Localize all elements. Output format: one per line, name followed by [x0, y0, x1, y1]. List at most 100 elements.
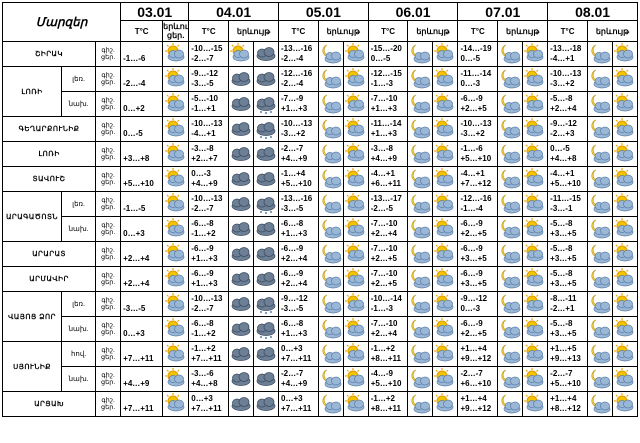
day-temperature: -2…+3 [550, 129, 575, 138]
day-temperature: -1…-3 [370, 79, 393, 88]
day-temperature: -4…+1 [191, 129, 216, 138]
table-row: ՏԱՎՈՒՇ գիշ. ցեր. +5…+10 0…-3 +4…+9 -1…+4 +5…+10… [1, 166, 639, 192]
night-label: գիշ. [101, 372, 115, 379]
day-temperature: +1…+3 [370, 104, 397, 113]
cloud-icon [253, 66, 280, 92]
sun-cloud-icon [162, 291, 190, 317]
night-temperature: -10…-13 [460, 119, 492, 128]
day-temperature: +4…+9 [281, 154, 308, 163]
night-temperature: -1…+2 [370, 344, 395, 353]
temperature-cell: -10…-14 -1…-3 [367, 291, 409, 317]
night-temperature: +1…+5 [550, 344, 577, 353]
cloud-icon [253, 166, 280, 192]
phenomena-header: երևույթցեր. [162, 20, 190, 42]
moon-cloud-icon [586, 366, 613, 392]
sun-cloud-icon [342, 241, 369, 267]
sun-cloud-icon [432, 266, 459, 292]
temperature-cell: -3…-5 [120, 291, 164, 317]
temperature-cell: 0…+3 +7…+11 [278, 391, 319, 417]
table-row: նախ. գիշ. ցեր. 0…+3 -6…-8 -1…+2 -6…-8 +1…+3 -7…-… [3, 316, 639, 342]
night-temperature: -6…-9 [460, 94, 483, 103]
table-row: ՍՅՈՒՆԻՔ հով. գիշ. ցեր. +7…+11 -1…+2 +7…+11 0…+3… [1, 341, 639, 392]
temperature-cell: -4…+1 +6…+11 [367, 166, 409, 192]
day-temperature: -3…+2 [460, 129, 485, 138]
moon-cloud-icon [497, 241, 524, 267]
night-temperature: -3…-8 [191, 144, 214, 153]
sun-cloud-icon [162, 41, 190, 67]
night-temperature: -13…-17 [370, 194, 402, 203]
day-temperature: -3…+2 [550, 79, 575, 88]
region-name: ԼՈՌԻ [1, 66, 63, 117]
time-of-day: գիշ. ցեր. [95, 241, 122, 267]
cloud-icon [228, 91, 255, 117]
day-label: ցեր. [101, 404, 116, 411]
sun-cloud-icon [162, 91, 190, 117]
night-temperature: -9…-12 [191, 69, 218, 78]
sun-cloud-icon [611, 266, 639, 292]
sun-cloud-icon [522, 341, 549, 367]
sun-cloud-icon [342, 341, 369, 367]
day-temperature: -1…+1 [191, 104, 216, 113]
temperature-cell: +2…+4 [120, 266, 164, 292]
day-temperature: +3…+5 [460, 279, 487, 288]
moon-cloud-icon [407, 116, 434, 142]
day-temperature: -2…-7 [191, 54, 214, 63]
cloud-icon [228, 116, 255, 142]
day-temperature: +1…+3 [191, 254, 218, 263]
day-label: ցեր. [101, 179, 116, 186]
subregion-label: հով. [61, 341, 97, 367]
cloud-icon [228, 291, 255, 317]
sun-cloud-icon [432, 66, 459, 92]
day-temperature: +7…+11 [281, 404, 312, 413]
temperature-cell: -3…-6 +4…+8 [188, 366, 230, 392]
temperature-cell: 0…+3 +7…+11 [278, 341, 319, 367]
day-temperature: +3…+5 [460, 254, 487, 263]
moon-cloud-icon [407, 91, 434, 117]
sun-cloud-icon [432, 366, 459, 392]
temperature-cell: -10…-13 -2…-7 [188, 291, 230, 317]
moon-cloud-icon [317, 241, 344, 267]
cloud-icon [228, 141, 255, 167]
moon-cloud-icon [407, 241, 434, 267]
sun-cloud-icon [432, 41, 459, 67]
day-temperature: -3…-1 [550, 204, 573, 213]
moon-cloud-icon [407, 141, 434, 167]
night-temperature: -10…-13 [191, 194, 223, 203]
night-temperature: -5…-8 [550, 269, 573, 278]
night-temperature: 0…+3 [281, 394, 303, 403]
moon-cloud-icon [497, 116, 524, 142]
region-name: ԳԵՂԱՐՔՈՒՆԻՔ [1, 116, 97, 142]
moon-cloud-icon [586, 91, 613, 117]
night-temperature: -1…-6 [460, 144, 483, 153]
temperature-cell: -11…-15 -3…-1 [547, 191, 588, 217]
sun-cloud-icon [611, 241, 639, 267]
night-temperature: -5…-8 [550, 219, 573, 228]
temperature-cell: -1…-6 [120, 41, 164, 67]
moon-cloud-icon [407, 391, 434, 417]
region-name: ԱՐԱՐԱՏ [1, 241, 97, 267]
day-temperature: +2…+4 [370, 329, 397, 338]
temperature-cell: -6…-8 -1…+2 [188, 316, 230, 342]
moon-cloud-icon [586, 316, 613, 342]
night-temperature: -12…-16 [281, 69, 313, 78]
sun-cloud-icon [162, 241, 190, 267]
night-label: գիշ. [101, 147, 115, 154]
sun-cloud-icon [342, 391, 369, 417]
sun-cloud-icon [611, 41, 639, 67]
night-temperature: -6…-8 [281, 219, 304, 228]
day-temperature: -2…-7 [191, 304, 214, 313]
temperature-cell: -10…-13 -3…+2 [547, 66, 588, 92]
night-temperature: -7…-9 [281, 94, 304, 103]
temperature-cell: -10…-13 -3…+2 [278, 116, 319, 142]
temperature-cell: -6…-9 +1…+3 [188, 241, 230, 267]
day-temperature: 0…-3 [460, 79, 481, 88]
temperature-cell: -6…-8 +1…+3 [278, 316, 319, 342]
night-temperature: -6…-8 [191, 219, 214, 228]
sun-cloud-icon [522, 366, 549, 392]
day-temperature: -2…-7 [191, 204, 214, 213]
temperature-cell: +3…+8 [120, 141, 164, 167]
night-label: գիշ. [101, 172, 115, 179]
night-temperature: -4…+1 [370, 169, 395, 178]
moon-cloud-icon [586, 266, 613, 292]
date-header: 04.01 [188, 2, 280, 21]
